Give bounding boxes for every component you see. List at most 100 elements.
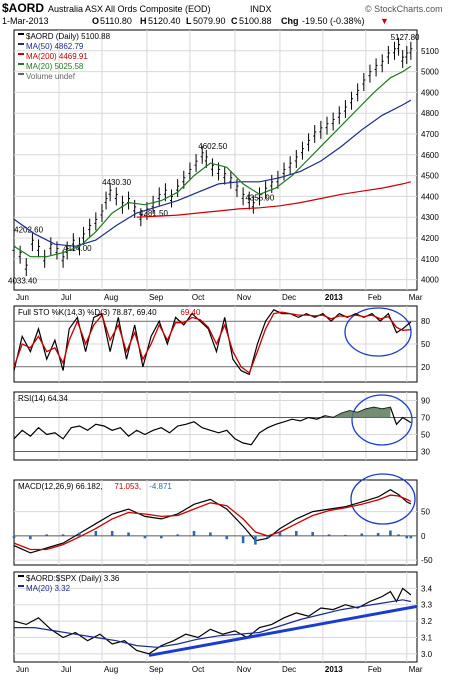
ratio-series-line (14, 599, 412, 648)
stochastic-legend-entry: 69.40 (180, 308, 201, 317)
price-ytick-label: 4000 (421, 276, 439, 285)
x-axis-label: Jul (61, 293, 71, 302)
ratio-legend-swatch (18, 585, 24, 587)
down-arrow-icon: ▼ (380, 16, 389, 26)
macd-histogram-bar (376, 532, 380, 536)
macd-histogram-bar (225, 535, 229, 540)
macd-histogram-bar (278, 532, 282, 536)
close-label: C (231, 16, 238, 26)
highlight-ellipse (351, 394, 413, 446)
macd-series-line (13, 489, 412, 554)
price-annotation: 4430.30 (102, 178, 131, 187)
price-legend-swatch (18, 43, 24, 45)
x-axis-label: Mar (409, 293, 423, 302)
rsi-ytick-label: 90 (421, 397, 430, 406)
price-legend-entry: $AORD (Daily) 5100.88 (26, 32, 111, 41)
ratio-legend-entry: MA(20) 3.32 (26, 584, 71, 593)
x-axis-label: Oct (192, 665, 205, 674)
ratio-trendline (148, 604, 418, 657)
macd-frame (13, 479, 418, 566)
macd-histogram-bar (159, 535, 163, 539)
x-axis-label: Aug (104, 665, 118, 674)
x-axis-label: Dec (282, 293, 296, 302)
macd-ytick-label: 50 (421, 508, 430, 517)
macd-histogram-bar (295, 531, 298, 536)
price-ytick-label: 4400 (421, 192, 439, 201)
stochastic-ytick-label: 50 (421, 340, 430, 349)
x-axis-label: Feb (368, 665, 382, 674)
x-axis-label: Dec (282, 665, 296, 674)
macd-histogram-bar (192, 531, 196, 536)
macd-ytick-label: 0 (421, 532, 426, 541)
rsi-legend-entry: RSI(14) 64.34 (18, 394, 68, 403)
price-ytick-label: 5100 (421, 47, 439, 56)
x-axis-label: Sep (149, 665, 164, 674)
price-ytick-label: 4800 (421, 109, 439, 118)
x-axis-label: Oct (192, 293, 205, 302)
macd-histogram-bar (405, 535, 409, 539)
watermark: © StockCharts.com (365, 4, 443, 14)
macd-histogram-bar (12, 535, 16, 539)
macd-legend-entry: MACD(12,26,9) 66.182, (18, 482, 103, 491)
macd-histogram-bar (209, 532, 212, 536)
x-axis-label: Nov (237, 293, 251, 302)
macd-histogram-bar (29, 535, 32, 540)
price-ytick-label: 4100 (421, 255, 439, 264)
index-name: Australia ASX All Ords Composite (EOD) (48, 4, 211, 14)
macd-histogram-bar (110, 531, 114, 536)
x-axis-label: Nov (237, 665, 251, 674)
price-annotation: 4114.00 (63, 244, 92, 253)
rsi-ytick-label: 70 (421, 414, 430, 423)
rsi-ytick-label: 30 (421, 448, 430, 457)
macd-legend-entry: -4.871 (149, 482, 172, 491)
price-series-line (13, 65, 412, 258)
price-legend-swatch (18, 73, 24, 75)
macd-histogram-bar (311, 531, 314, 536)
macd-histogram-bar (143, 535, 147, 539)
macd-histogram-bar (344, 534, 347, 536)
price-frame (13, 29, 418, 291)
price-legend-entry: Volume undef (26, 72, 76, 81)
macd-histogram-bar (78, 532, 81, 536)
macd-legend-entry: 71.053, (114, 482, 141, 491)
macd-histogram-bar (327, 534, 331, 536)
rsi-overbought-fill (324, 407, 391, 418)
macd-histogram-bar (94, 531, 98, 536)
x-axis-label: 2013 (325, 293, 343, 302)
x-axis-label: Jun (16, 293, 29, 302)
x-axis-label: Aug (104, 293, 118, 302)
ratio-legend-swatch (18, 575, 24, 577)
price-ytick-label: 4300 (421, 213, 439, 222)
macd-ytick-label: -50 (421, 556, 433, 565)
close-value: 5100.88 (239, 16, 272, 26)
macd-histogram-bar (254, 535, 257, 545)
price-ytick-label: 4500 (421, 172, 439, 181)
macd-histogram-bar (45, 534, 49, 536)
rsi-frame (13, 391, 418, 461)
macd-histogram-bar (409, 535, 413, 539)
stochastic-legend-entry: Full STO %K(14,3) %D(3) 78.87, 69.40 (18, 308, 157, 317)
ratio-ytick-label: 3.4 (421, 584, 433, 593)
x-axis-label: Jun (16, 665, 29, 674)
price-legend-swatch (18, 33, 24, 35)
price-legend-swatch (18, 63, 24, 65)
macd-series-line (13, 494, 412, 551)
macd-histogram-bar (61, 534, 65, 536)
x-axis-label: Feb (368, 293, 382, 302)
stochastic-series-line (13, 311, 411, 374)
price-annotation: 4033.40 (8, 277, 37, 286)
chg-label: Chg (281, 16, 299, 26)
symbol: $AORD (2, 1, 44, 15)
price-ytick-label: 4900 (421, 88, 439, 97)
rsi-ytick-label: 50 (421, 431, 430, 440)
x-axis-label: Jul (61, 665, 71, 674)
stochastic-ytick-label: 20 (421, 363, 430, 372)
ratio-frame (13, 571, 418, 663)
ratio-legend-entry: $AORD:$SPX (Daily) 3.36 (26, 574, 120, 583)
x-axis-label: Mar (409, 665, 423, 674)
macd-histogram-bar (360, 533, 364, 536)
price-ytick-label: 4600 (421, 151, 439, 160)
ratio-ytick-label: 3.0 (421, 650, 433, 659)
